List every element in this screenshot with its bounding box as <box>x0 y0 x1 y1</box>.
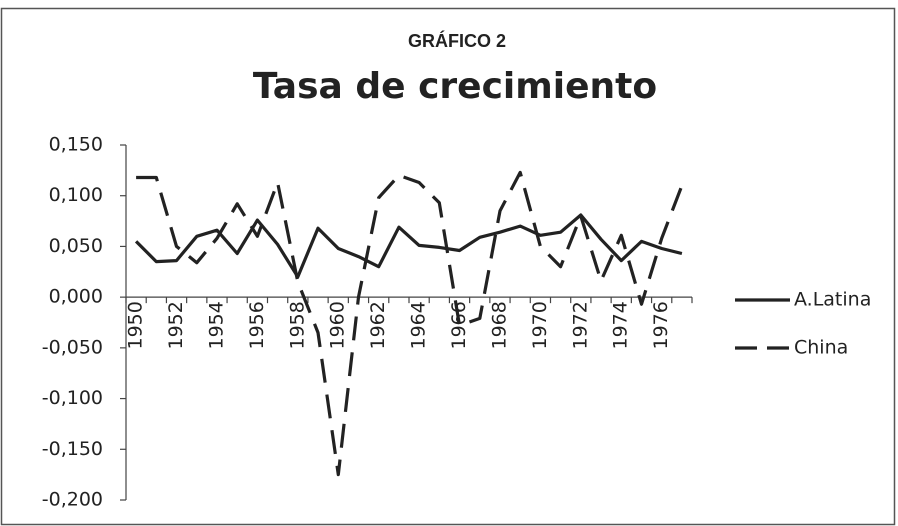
x-tick-label: 1970 <box>529 301 551 349</box>
y-tick-label: 0,150 <box>49 134 103 156</box>
x-tick-label: 1972 <box>569 301 591 349</box>
y-tick-label: -0,200 <box>42 489 103 511</box>
chart-supertitle: GRÁFICO 2 <box>408 30 506 51</box>
x-tick-label: 1966 <box>448 301 470 349</box>
x-tick-label: 1952 <box>165 301 187 349</box>
x-tick-label: 1956 <box>246 301 268 349</box>
x-tick-label: 1964 <box>408 301 430 349</box>
chart-title: Tasa de crecimiento <box>253 66 657 107</box>
y-tick-label: 0,050 <box>49 235 103 257</box>
legend-label: China <box>794 337 848 359</box>
y-tick-label: -0,050 <box>42 336 103 358</box>
chart-frame <box>0 7 896 526</box>
legend-label: A.Latina <box>794 289 871 311</box>
x-tick-label: 1958 <box>286 301 308 349</box>
x-tick-label: 1976 <box>650 301 672 349</box>
y-tick-label: 0,000 <box>49 286 103 308</box>
y-tick-label: -0,150 <box>42 438 103 460</box>
x-tick-label: 1954 <box>205 301 227 349</box>
x-tick-label: 1950 <box>125 301 147 349</box>
series-line <box>134 213 683 279</box>
series-line <box>136 170 684 477</box>
x-tick-label: 1974 <box>610 301 632 349</box>
y-tick-label: 0,100 <box>49 184 103 206</box>
x-tick-label: 1962 <box>367 301 389 349</box>
x-tick-label: 1960 <box>327 301 349 349</box>
y-tick-label: -0,100 <box>42 387 103 409</box>
x-tick-label: 1968 <box>488 301 510 349</box>
